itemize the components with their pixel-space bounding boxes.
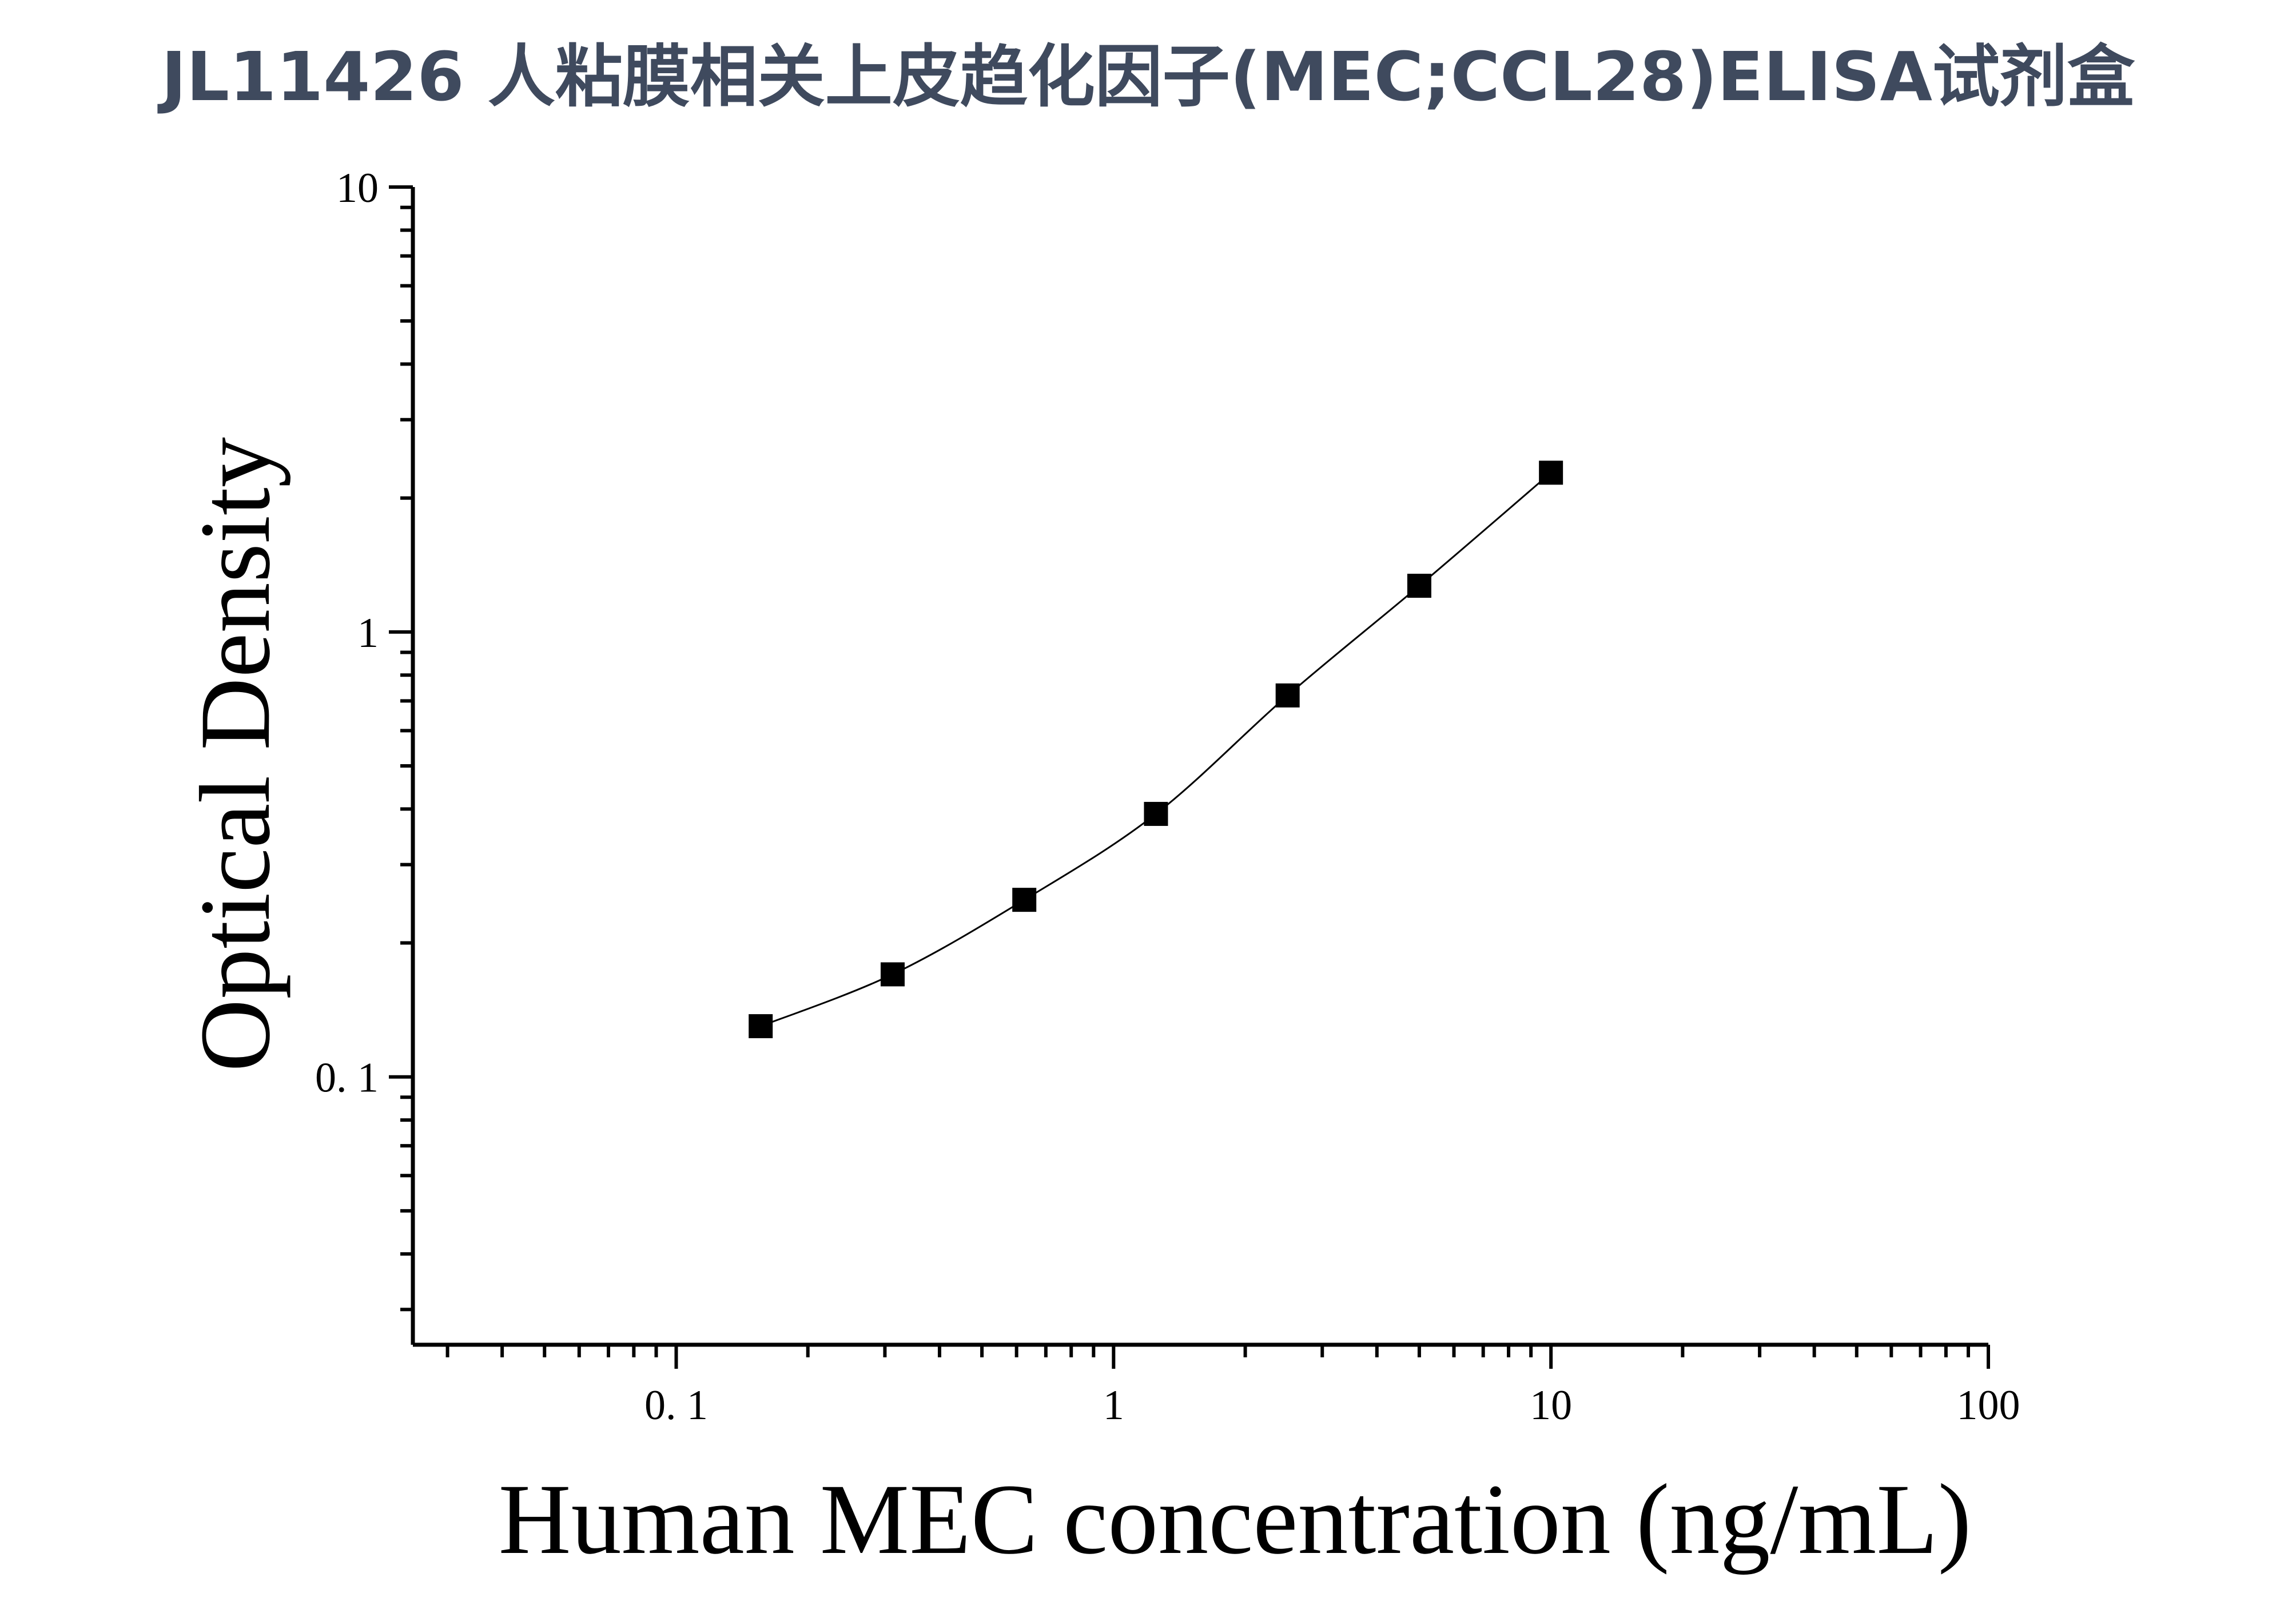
axes: 0. 1 1 10 100 0. 1 1 10 xyxy=(315,165,2020,1429)
y-tick-label: 10 xyxy=(336,165,379,212)
fit-curve xyxy=(760,472,1552,1027)
y-tick-label: 1 xyxy=(357,610,379,657)
data-points xyxy=(749,460,1563,1039)
x-tick-label: 0. 1 xyxy=(644,1382,708,1429)
data-point xyxy=(1144,801,1168,826)
x-axis-title: Human MEC concentration (ng/mL) xyxy=(499,1464,1972,1575)
y-tick-label: 0. 1 xyxy=(315,1055,379,1102)
fit-curve-group xyxy=(760,472,1552,1027)
y-axis-title: Optical Density xyxy=(180,437,291,1072)
data-point xyxy=(1275,683,1300,708)
data-point xyxy=(1407,574,1431,598)
data-point xyxy=(1012,888,1037,912)
data-point xyxy=(749,1014,773,1039)
data-point xyxy=(1539,460,1563,485)
x-tick-label: 100 xyxy=(1957,1382,2020,1429)
data-point xyxy=(880,962,905,987)
x-tick-label: 10 xyxy=(1530,1382,1572,1429)
page-title: JL11426 人粘膜相关上皮趋化因子(MEC;CCL28)ELISA试剂盒 xyxy=(161,37,2135,116)
x-tick-label: 1 xyxy=(1103,1382,1124,1429)
